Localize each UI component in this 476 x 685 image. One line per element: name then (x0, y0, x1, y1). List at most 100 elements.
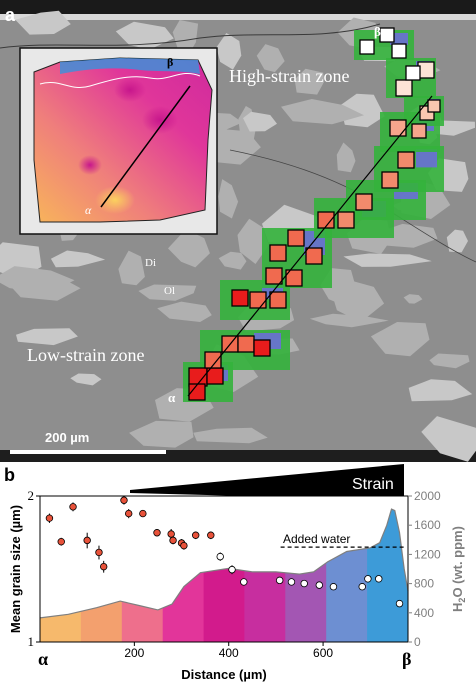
mineral-grain (446, 229, 468, 253)
ol-label: Ol (164, 285, 175, 297)
mineral-grain (281, 99, 364, 125)
inset-light-spot (95, 186, 135, 214)
y2-tick-label: 1200 (414, 547, 441, 561)
strain-wedge (130, 464, 404, 500)
grain-size-point (83, 536, 91, 545)
grain-size-point (191, 531, 200, 539)
di-label: Di (145, 257, 156, 269)
transect-square (317, 211, 335, 229)
grain-size-point (69, 503, 77, 511)
mineral-grain (138, 284, 197, 301)
grain-size-point (45, 514, 54, 522)
mineral-grain (115, 21, 174, 50)
transect-square (405, 65, 421, 81)
mineral-grain (340, 93, 385, 128)
mineral-grain (129, 420, 194, 448)
alpha-marker: α (168, 390, 176, 405)
grain-size-point (153, 529, 161, 537)
y-ticks: 12 (28, 488, 40, 649)
transect-square (305, 247, 323, 265)
inset-boundary-line (39, 73, 201, 88)
grain-size-point (240, 578, 248, 586)
low-strain-zone-label: Low-strain zone (27, 345, 144, 365)
mineral-grain (331, 278, 385, 323)
beta-marker: β (374, 24, 381, 39)
mineral-grain (15, 10, 71, 35)
panel-a-micrograph: α β a High-strain zone Low-strain zone D… (0, 0, 476, 462)
grain-size-point (395, 599, 404, 608)
micrograph-top-edge (0, 0, 476, 14)
inset-dark-spot-2 (142, 106, 178, 134)
grain-size-point (300, 579, 308, 588)
mineral-grain (16, 328, 78, 346)
x-tick-label: 400 (219, 646, 239, 660)
grain-size-point (207, 531, 215, 539)
inset-dark-spot-3 (114, 78, 146, 102)
transect-square (231, 289, 249, 307)
transect-square (237, 335, 255, 353)
phase-map-blue-patch (416, 149, 437, 168)
transect-square (287, 229, 305, 247)
y2-ticks: 0 400 800 1200 1600 2000 (408, 489, 441, 649)
grain-size-point (216, 552, 224, 561)
mineral-grain (0, 266, 75, 294)
transect-square (355, 193, 373, 211)
transect-square (337, 211, 355, 229)
mineral-grain (294, 68, 325, 95)
grain-size-point (329, 583, 338, 591)
y2-tick-label: 2000 (414, 489, 441, 503)
mineral-grain (216, 33, 242, 70)
grain-size-point (364, 575, 372, 583)
x-axis-label: Distance (µm) (181, 667, 267, 682)
y2-axis-label: H2O (wt. ppm) (450, 526, 467, 612)
mineral-grain (243, 111, 277, 132)
transect-square (265, 267, 283, 285)
crack-line (0, 23, 381, 49)
mineral-grain (421, 416, 476, 462)
mineral-grain (70, 373, 102, 386)
transect-square (253, 339, 271, 357)
h2o-profile-line (39, 508, 409, 619)
transect-square (381, 171, 399, 189)
transect-square (427, 99, 441, 113)
grain-size-point (99, 562, 108, 571)
mineral-grain (218, 251, 247, 270)
grain-size-point (120, 496, 128, 504)
mineral-grain (157, 301, 212, 322)
y-axis-label: Mean grain size (µm) (8, 505, 23, 633)
transect-square (269, 244, 287, 262)
y2-label-main: H (450, 603, 465, 612)
added-water-label: Added water (283, 532, 350, 546)
x-tick-label: 600 (313, 646, 333, 660)
x-tick-label: 200 (124, 646, 144, 660)
transect-square (391, 43, 407, 59)
grain-size-point (124, 509, 133, 518)
mineral-grain (408, 379, 473, 402)
transect-square (204, 351, 222, 369)
transect-square (379, 27, 395, 43)
grain-size-points (45, 496, 404, 608)
grain-size-point (287, 578, 296, 586)
scale-bar-label: 200 µm (45, 430, 89, 445)
transect-square (249, 291, 267, 309)
transect-square (359, 39, 375, 55)
mineral-grain (50, 250, 106, 268)
transect-square (389, 119, 407, 137)
panel-b-chart: b Strain Added water 200 400 600 12 040080… (4, 464, 467, 682)
mineral-grain (403, 294, 423, 304)
mineral-grain (343, 253, 432, 267)
grain-size-point (139, 509, 147, 518)
grain-size-point (57, 537, 65, 546)
micrograph-top-rim (0, 14, 476, 20)
mineral-grain (172, 20, 199, 54)
transect-squares (183, 27, 444, 402)
high-strain-zone-label: High-strain zone (229, 66, 349, 86)
inset-blue-rim (60, 58, 200, 74)
y2-label-rest: O (wt. ppm) (450, 526, 465, 598)
inset-profile-line (100, 85, 191, 208)
mineral-grain (256, 44, 285, 73)
mineral-grain (309, 313, 389, 328)
grain-size-point (180, 541, 188, 550)
scale-bar (10, 450, 166, 454)
mineral-grain (193, 427, 268, 444)
